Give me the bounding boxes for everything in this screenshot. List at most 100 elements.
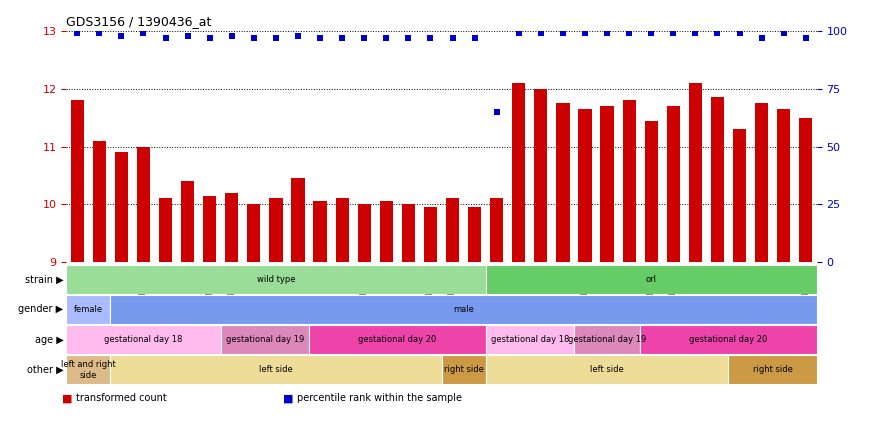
- Point: [534, 30, 548, 37]
- Bar: [689, 83, 702, 262]
- Point: [203, 35, 217, 42]
- Text: gestational day 20: gestational day 20: [358, 335, 436, 344]
- Bar: [309, 325, 486, 354]
- Point: [777, 30, 791, 37]
- Text: gestational day 20: gestational day 20: [690, 335, 767, 344]
- Bar: [777, 109, 790, 262]
- Bar: [623, 100, 636, 262]
- Text: orl: orl: [645, 275, 657, 284]
- Point: [70, 30, 85, 37]
- Bar: [115, 152, 128, 262]
- Point: [180, 32, 194, 39]
- Point: [733, 30, 747, 37]
- Text: ■: ■: [283, 393, 293, 403]
- Point: [468, 35, 482, 42]
- Bar: [269, 198, 283, 262]
- Bar: [336, 198, 349, 262]
- Bar: [534, 89, 547, 262]
- Bar: [424, 207, 437, 262]
- Point: [689, 30, 703, 37]
- Bar: [733, 129, 746, 262]
- Bar: [71, 100, 84, 262]
- Text: strain ▶: strain ▶: [25, 274, 64, 284]
- Point: [402, 35, 416, 42]
- Bar: [468, 207, 481, 262]
- Bar: [574, 325, 640, 354]
- Text: male: male: [453, 305, 474, 314]
- Bar: [159, 198, 172, 262]
- Bar: [711, 98, 724, 262]
- Bar: [221, 325, 309, 354]
- Bar: [402, 204, 415, 262]
- Point: [578, 30, 592, 37]
- Text: right side: right side: [443, 365, 484, 374]
- Bar: [512, 83, 525, 262]
- Bar: [181, 181, 194, 262]
- Bar: [486, 355, 728, 385]
- Bar: [640, 325, 817, 354]
- Bar: [66, 325, 221, 354]
- Point: [93, 30, 106, 37]
- Text: age ▶: age ▶: [34, 335, 64, 345]
- Point: [313, 35, 328, 42]
- Bar: [203, 195, 216, 262]
- Bar: [486, 325, 574, 354]
- Point: [645, 30, 659, 37]
- Point: [336, 35, 350, 42]
- Bar: [225, 193, 238, 262]
- Bar: [442, 355, 486, 385]
- Text: gender ▶: gender ▶: [19, 305, 64, 314]
- Bar: [799, 118, 812, 262]
- Bar: [667, 106, 680, 262]
- Text: female: female: [74, 305, 102, 314]
- Point: [667, 30, 681, 37]
- Point: [556, 30, 570, 37]
- Bar: [578, 109, 592, 262]
- Text: gestational day 19: gestational day 19: [568, 335, 646, 344]
- Point: [159, 35, 173, 42]
- Point: [357, 35, 372, 42]
- Point: [225, 32, 239, 39]
- Bar: [446, 198, 459, 262]
- Text: transformed count: transformed count: [76, 393, 167, 403]
- Bar: [110, 355, 442, 385]
- Text: percentile rank within the sample: percentile rank within the sample: [297, 393, 462, 403]
- Point: [291, 32, 306, 39]
- Point: [424, 35, 438, 42]
- Bar: [728, 355, 817, 385]
- Point: [268, 35, 283, 42]
- Bar: [66, 265, 486, 294]
- Bar: [137, 147, 150, 262]
- Bar: [358, 204, 371, 262]
- Bar: [755, 103, 768, 262]
- Text: left side: left side: [590, 365, 624, 374]
- Bar: [600, 106, 614, 262]
- Text: ■: ■: [62, 393, 72, 403]
- Point: [755, 35, 769, 42]
- Bar: [490, 198, 503, 262]
- Point: [799, 35, 813, 42]
- Point: [710, 30, 724, 37]
- Text: GDS3156 / 1390436_at: GDS3156 / 1390436_at: [66, 16, 212, 28]
- Point: [115, 32, 129, 39]
- Point: [623, 30, 637, 37]
- Bar: [247, 204, 260, 262]
- Bar: [556, 103, 570, 262]
- Bar: [291, 178, 305, 262]
- Bar: [93, 141, 106, 262]
- Bar: [645, 121, 658, 262]
- Text: left and right
side: left and right side: [61, 360, 116, 380]
- Text: gestational day 18: gestational day 18: [104, 335, 183, 344]
- Point: [446, 35, 460, 42]
- Bar: [486, 265, 817, 294]
- Point: [600, 30, 615, 37]
- Text: gestational day 19: gestational day 19: [226, 335, 304, 344]
- Text: other ▶: other ▶: [27, 365, 64, 375]
- Text: gestational day 18: gestational day 18: [491, 335, 569, 344]
- Point: [380, 35, 394, 42]
- Text: wild type: wild type: [257, 275, 295, 284]
- Bar: [313, 201, 327, 262]
- Point: [247, 35, 261, 42]
- Point: [512, 30, 526, 37]
- Point: [137, 30, 151, 37]
